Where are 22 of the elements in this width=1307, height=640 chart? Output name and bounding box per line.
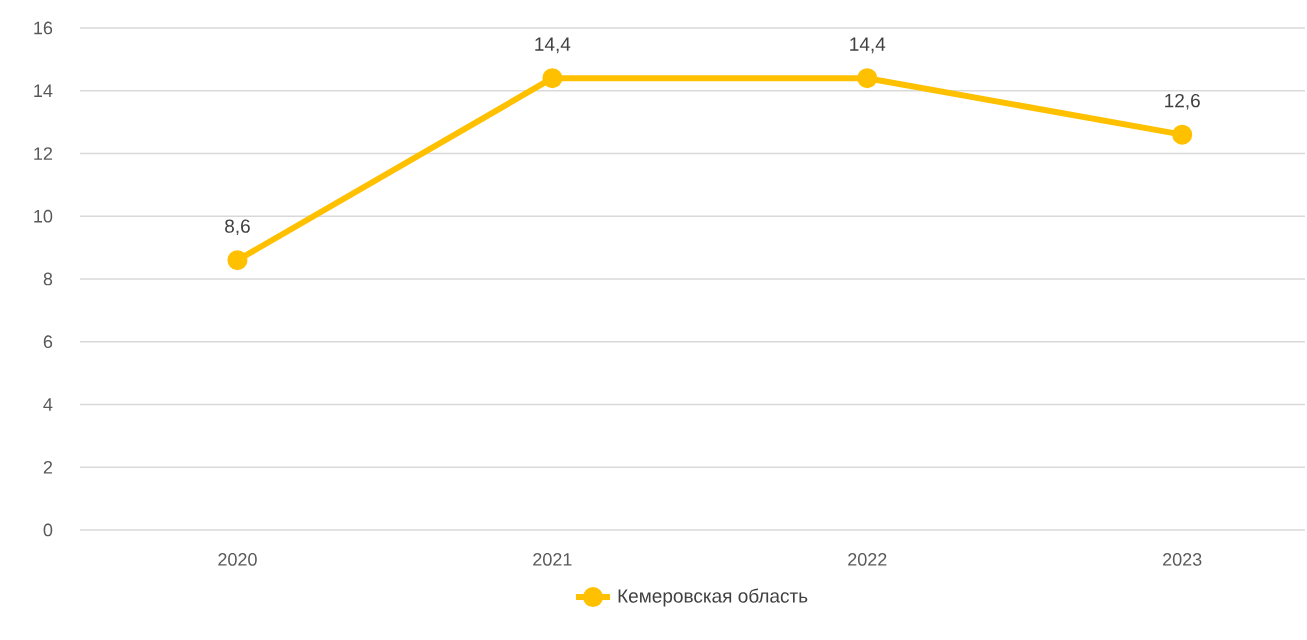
point xyxy=(542,68,563,89)
data-label: 14,4 xyxy=(535,37,571,54)
point xyxy=(857,68,878,89)
y-tick-label: 10 xyxy=(34,209,53,223)
y-tick-label: 14 xyxy=(34,84,53,97)
data-label: 12,6 xyxy=(1165,93,1200,110)
x-tick-label: 2021 xyxy=(533,553,572,566)
y-tick-label: 12 xyxy=(34,147,53,160)
data-label: 14,4 xyxy=(850,37,886,54)
x-tick-label: 2023 xyxy=(1163,553,1202,566)
x-tick-label: 2020 xyxy=(218,553,257,566)
y-tick-label: 4 xyxy=(43,398,53,411)
y-tick-label: 2 xyxy=(43,460,53,474)
point xyxy=(1172,124,1193,145)
y-tick-label: 6 xyxy=(43,335,53,349)
x-tick-label: 2022 xyxy=(848,553,887,566)
data-label: 8,6 xyxy=(225,219,250,236)
y-tick-label: 0 xyxy=(43,523,53,537)
legend-label: Кемеровская область xyxy=(618,588,808,607)
point xyxy=(227,250,248,271)
y-tick-label: 16 xyxy=(34,21,53,35)
y-tick-label: 8 xyxy=(43,272,53,286)
